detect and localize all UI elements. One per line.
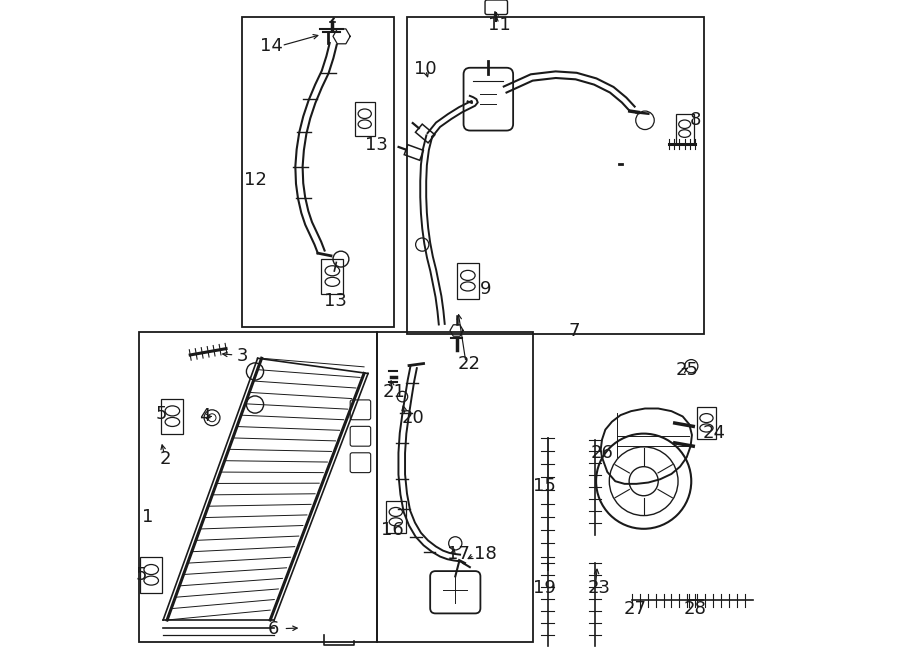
- Text: 22: 22: [458, 354, 481, 373]
- Text: 6: 6: [267, 620, 279, 639]
- Text: 18: 18: [473, 545, 497, 563]
- Text: 20: 20: [401, 408, 425, 427]
- Text: 23: 23: [588, 579, 610, 598]
- Text: 5: 5: [156, 405, 167, 423]
- Text: 8: 8: [689, 111, 701, 130]
- Text: 16: 16: [381, 521, 403, 539]
- Text: 28: 28: [683, 600, 706, 619]
- Text: 21: 21: [382, 383, 406, 401]
- Text: 4: 4: [199, 407, 211, 426]
- Text: 9: 9: [480, 280, 491, 298]
- Text: 12: 12: [244, 171, 266, 189]
- Text: 2: 2: [159, 450, 171, 469]
- Text: 14: 14: [260, 36, 284, 55]
- Text: 11: 11: [489, 16, 511, 34]
- Text: 24: 24: [703, 424, 725, 442]
- Text: 10: 10: [414, 59, 436, 78]
- Text: 19: 19: [533, 579, 555, 598]
- Text: 7: 7: [569, 321, 580, 340]
- Text: 5: 5: [136, 566, 148, 584]
- Text: 15: 15: [533, 477, 555, 495]
- Text: 25: 25: [676, 361, 699, 379]
- Text: 13: 13: [364, 136, 388, 153]
- Text: 26: 26: [590, 444, 613, 462]
- Text: 17: 17: [446, 545, 470, 563]
- Text: 1: 1: [142, 508, 153, 526]
- Text: 3: 3: [238, 346, 248, 365]
- Text: 27: 27: [624, 600, 647, 619]
- Text: 13: 13: [324, 292, 347, 310]
